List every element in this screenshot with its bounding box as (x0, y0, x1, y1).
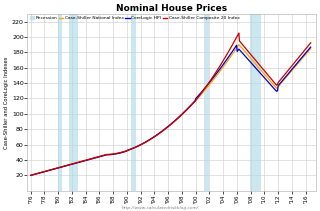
Bar (250, 14, 261, 191)
Bar (68, 14, 78, 191)
Text: http://www.calculatedriskblog.com/: http://www.calculatedriskblog.com/ (121, 206, 199, 210)
Bar (204, 14, 209, 191)
Title: Nominal House Prices: Nominal House Prices (116, 4, 227, 13)
Bar (131, 14, 136, 191)
Y-axis label: Case-Shiller and CoreLogic Indexes: Case-Shiller and CoreLogic Indexes (4, 56, 9, 149)
Bar (58, 14, 62, 191)
Legend: Recession, Case-Shiller National Index, CoreLogic HPI, Case-Shiller Composite 20: Recession, Case-Shiller National Index, … (29, 16, 239, 20)
